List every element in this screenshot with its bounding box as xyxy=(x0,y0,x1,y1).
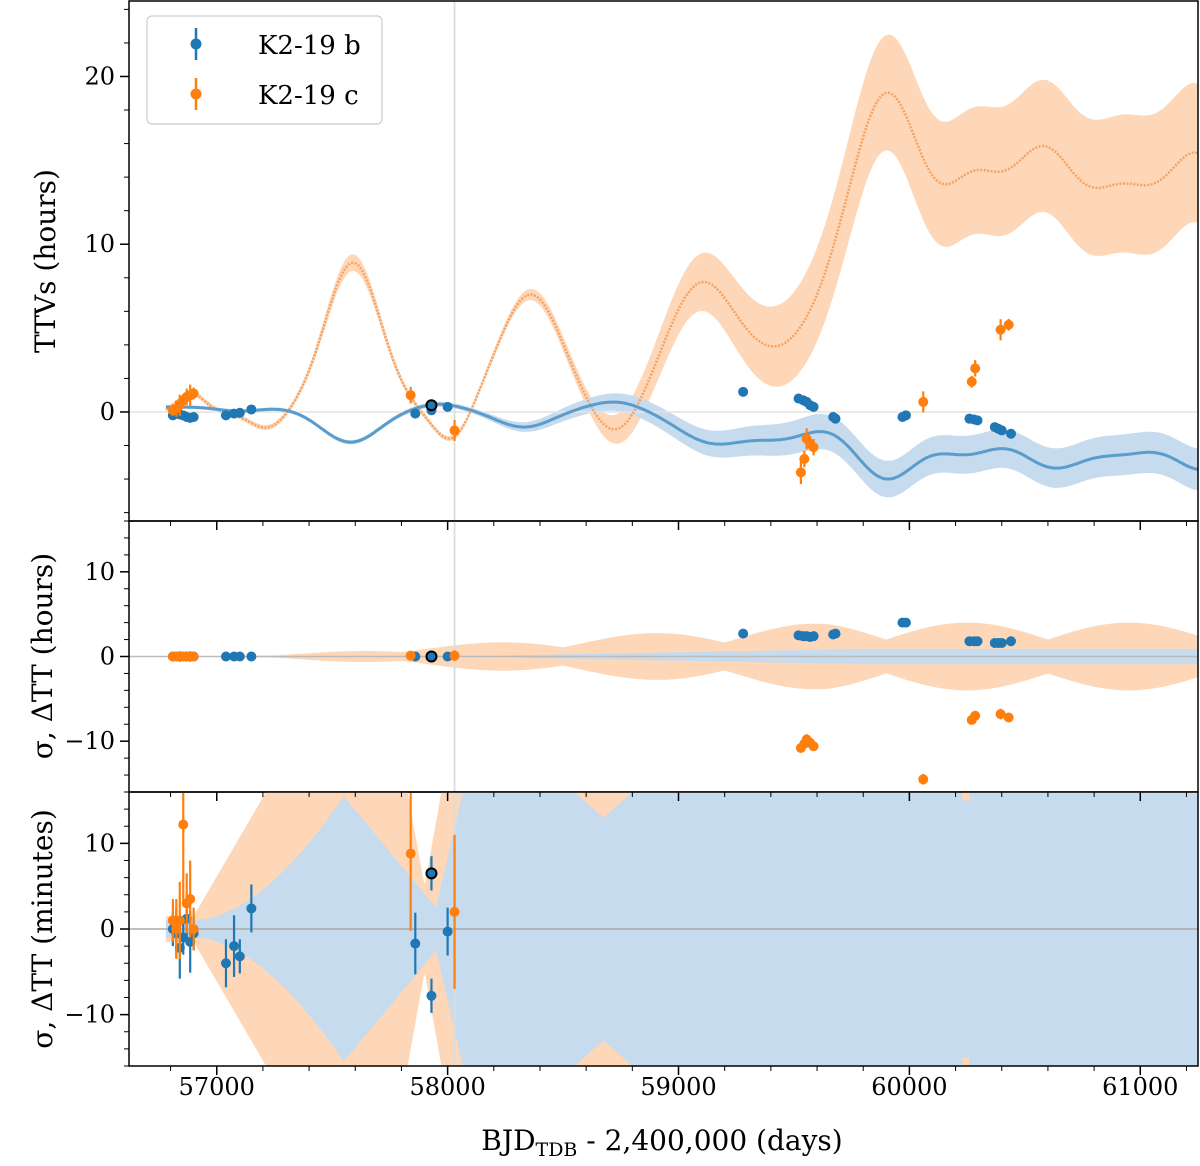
c-point xyxy=(970,710,981,721)
highlight-point xyxy=(425,650,438,663)
xtick-label: 57000 xyxy=(179,1073,255,1101)
ytick-label: 20 xyxy=(84,62,115,90)
legend-b-label: K2-19 b xyxy=(258,31,361,61)
xlabel-subscript: TDB xyxy=(536,1139,578,1161)
b-model-line xyxy=(165,400,1198,481)
ytick-label: 10 xyxy=(84,558,115,586)
b-point xyxy=(426,990,437,1001)
c-point xyxy=(1003,712,1014,723)
ytick-label: −10 xyxy=(64,727,115,755)
b-point xyxy=(246,651,257,662)
ytick-label: −10 xyxy=(64,1001,115,1029)
b-point xyxy=(442,401,453,412)
b-point xyxy=(808,631,819,642)
legend-c-label: K2-19 c xyxy=(258,81,359,111)
c-point xyxy=(995,324,1006,335)
c-model-band xyxy=(165,34,1198,444)
panel-delta-hours: −10 0 10 xyxy=(64,520,1199,793)
xtick-label: 59000 xyxy=(640,1073,716,1101)
c-point xyxy=(185,894,196,905)
x-axis-ticks: 57000 58000 59000 60000 61000 xyxy=(170,521,1187,1101)
ytick-label: 10 xyxy=(84,829,115,857)
b-point xyxy=(234,407,245,418)
c-point xyxy=(918,396,929,407)
c-point xyxy=(995,709,1006,720)
b-point xyxy=(996,425,1007,436)
highlight-point xyxy=(425,867,438,880)
legend-c-marker xyxy=(190,88,202,100)
b-point xyxy=(234,651,245,662)
c-point xyxy=(405,390,416,401)
legend-frame xyxy=(146,15,383,125)
c-model-line xyxy=(165,91,1198,440)
panel-ttv-yticks: 0 10 20 xyxy=(84,8,129,514)
b-point xyxy=(996,637,1007,648)
b-point xyxy=(246,404,257,415)
c-point xyxy=(808,741,819,752)
b-point xyxy=(830,413,841,424)
b-point xyxy=(900,410,911,421)
c-point xyxy=(405,848,416,859)
b-point xyxy=(234,951,245,962)
b-point xyxy=(808,401,819,412)
xlabel-rest: - 2,400,000 (days) xyxy=(577,1124,842,1157)
b-point xyxy=(188,412,199,422)
c-point xyxy=(795,467,806,478)
legend-b-marker xyxy=(190,38,202,50)
b-point xyxy=(972,415,983,426)
b-point xyxy=(410,408,421,419)
delta-hours-points xyxy=(167,617,1016,785)
panel-delta-minutes-yticks: −10 0 10 xyxy=(64,791,129,1067)
xlabel: BJDTDB - 2,400,000 (days) xyxy=(481,1124,842,1161)
ytick-label: 0 xyxy=(100,915,115,943)
ylabel-ttv: TTVs (hours) xyxy=(29,169,62,353)
delta-minutes-points xyxy=(167,792,460,1013)
c-point xyxy=(449,425,460,436)
ylabel-delta-minutes: σ, ΔTT (minutes) xyxy=(26,809,59,1049)
ylabel-delta-hours: σ, ΔTT (hours) xyxy=(26,553,59,759)
b-point xyxy=(220,651,231,662)
b-point xyxy=(229,941,240,952)
b-point xyxy=(1005,636,1016,647)
b-point xyxy=(972,636,983,647)
xtick-label: 60000 xyxy=(871,1073,947,1101)
ytick-label: 0 xyxy=(100,643,115,671)
c-point xyxy=(918,774,929,785)
c-point xyxy=(1003,319,1014,330)
b-point xyxy=(220,410,231,421)
panel-delta-minutes: −10 0 10 xyxy=(64,791,1199,1067)
c-point xyxy=(174,915,185,926)
b-point xyxy=(900,617,911,628)
b-point xyxy=(738,386,749,397)
c-point xyxy=(188,651,199,662)
xlabel-main: BJD xyxy=(481,1124,535,1157)
b-point xyxy=(246,903,257,914)
b-point xyxy=(1005,428,1016,439)
ytick-label: 10 xyxy=(84,230,115,258)
b-point xyxy=(220,958,231,969)
c-point xyxy=(966,376,977,387)
ytick-label: 0 xyxy=(100,398,115,426)
c-point xyxy=(449,650,460,661)
panel-delta-hours-yticks: −10 0 10 xyxy=(64,520,129,793)
b-point xyxy=(738,628,749,639)
b-point xyxy=(410,938,421,949)
highlight-point xyxy=(425,399,438,412)
c-point xyxy=(188,924,199,934)
c-point xyxy=(405,650,416,661)
c-point xyxy=(449,906,460,917)
c-point xyxy=(970,363,981,374)
c-point xyxy=(188,388,199,399)
xtick-label: 58000 xyxy=(409,1073,485,1101)
b-point xyxy=(442,926,453,937)
b-point xyxy=(830,628,841,639)
legend: K2-19 b K2-19 c xyxy=(146,15,383,125)
c-point xyxy=(799,453,810,464)
xtick-label: 61000 xyxy=(1102,1073,1178,1101)
ttv-points xyxy=(167,318,1016,485)
c-point xyxy=(808,442,819,453)
c-point xyxy=(178,819,189,830)
b-model-band xyxy=(165,393,1198,498)
